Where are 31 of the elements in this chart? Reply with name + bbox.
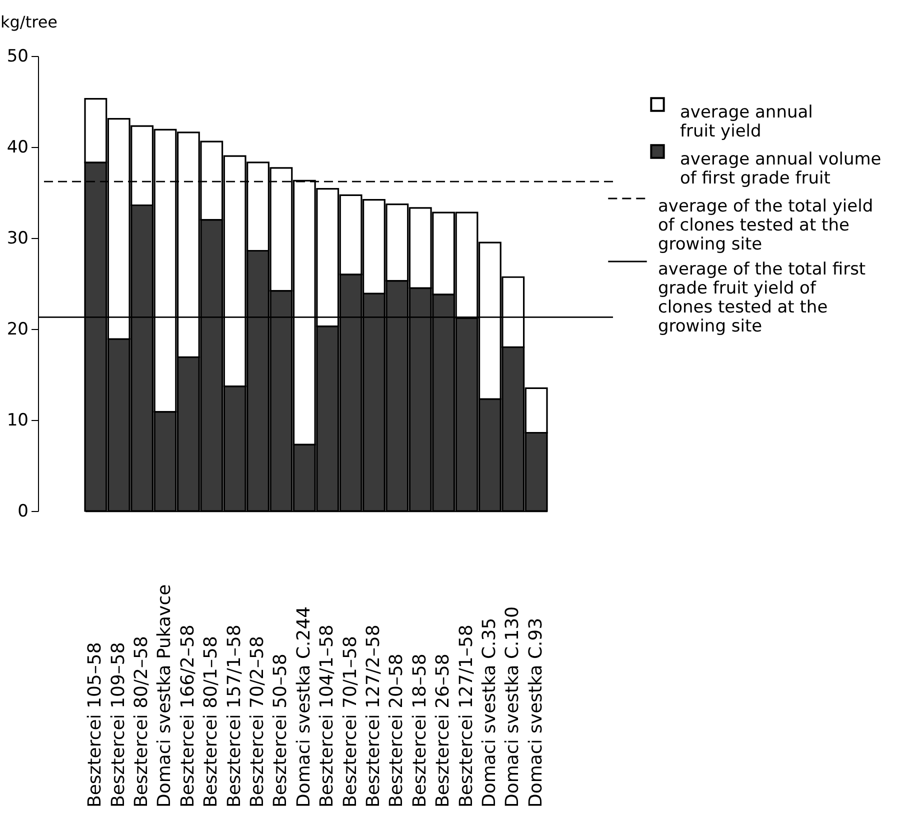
x-tick-label: Besztercei 26–58: [432, 654, 454, 808]
x-tick-label: Besztercei 80/2–58: [131, 636, 152, 808]
y-tick-label: 40: [6, 138, 28, 158]
x-tick-label: Besztercei 70/1–58: [340, 636, 361, 808]
x-tick-label: Besztercei 109–58: [108, 642, 129, 808]
y-tick-label: 10: [6, 410, 28, 430]
y-axis-title: kg/tree: [0, 12, 58, 32]
x-tick-label: Domaci svestka C.130: [502, 606, 524, 808]
legend-label: average of the total first grade fruit yield of clones tested at the growing site: [658, 260, 866, 336]
x-tick-label: Domaci svestka C.35: [478, 618, 500, 808]
x-tick-label: Besztercei 105–58: [84, 642, 106, 808]
x-tick-label: Besztercei 80/1–58: [200, 636, 222, 808]
x-tick-label: Besztercei 70/2–58: [247, 636, 268, 808]
legend-label: average of the total yield of clones tested at the growing site: [658, 196, 874, 254]
y-tick-label: 0: [18, 502, 28, 522]
legend-label: average annual volume of first grade fruit: [680, 150, 882, 188]
legend-label: average annual fruit yield: [680, 102, 813, 142]
y-tick-label: 50: [6, 46, 28, 66]
x-tick-label: Domaci svestka C.93: [525, 618, 546, 808]
x-tick-label: Besztercei 18–58: [409, 654, 430, 808]
x-tick-label: Besztercei 127/2–58: [362, 624, 384, 808]
x-tick-label: Besztercei 127/1–58: [456, 624, 477, 808]
y-tick-label: 30: [6, 228, 28, 248]
x-tick-label: Domaci svestka C.244: [293, 606, 314, 808]
x-tick-label: Domaci svestka Pukavce: [154, 584, 176, 808]
x-tick-label: Besztercei 104/1–58: [316, 624, 338, 808]
x-tick-label: Besztercei 157/1–58: [224, 624, 245, 808]
x-tick-label: Besztercei 50–58: [270, 654, 292, 808]
y-tick-label: 20: [6, 320, 28, 340]
x-tick-label: Besztercei 20–58: [386, 654, 408, 808]
x-tick-label: Besztercei 166/2–58: [177, 624, 198, 808]
